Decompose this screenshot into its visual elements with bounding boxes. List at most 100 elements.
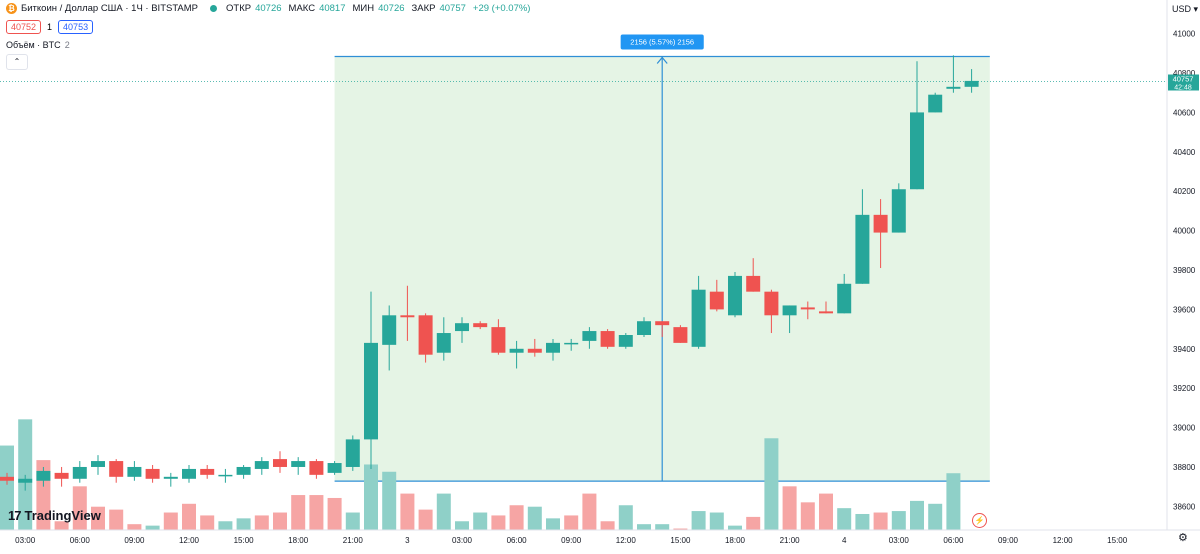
order-panel: 40752 1 40753 (6, 20, 94, 34)
volume-bar (873, 512, 888, 530)
symbol-title[interactable]: Биткоин / Доллар США · 1Ч · BITSTAMP (21, 3, 199, 14)
volume-bar (582, 493, 597, 530)
candle-body (928, 94, 943, 113)
price-tick-label: 40800 (1173, 69, 1196, 78)
volume-count: 2 (64, 40, 70, 50)
volume-bar (800, 502, 815, 530)
candle-body (855, 214, 870, 284)
lightning-icon[interactable]: ⚡ (972, 513, 987, 528)
volume-bar (0, 445, 14, 530)
price-tick-label: 39400 (1173, 345, 1196, 354)
candle-body (309, 461, 324, 475)
candle-body (91, 461, 105, 467)
volume-bar (309, 495, 324, 530)
collapse-legend-button[interactable]: ⌃ (6, 54, 28, 70)
tradingview-logo[interactable]: 17 TradingView (8, 508, 101, 523)
candle-body (345, 439, 360, 467)
sell-price-button[interactable]: 40752 (6, 20, 42, 34)
price-tick-label: 40600 (1173, 108, 1196, 117)
tradingview-wordmark: TradingView (24, 508, 101, 523)
volume-bar (473, 512, 488, 530)
high-value: 40817 (319, 3, 346, 14)
candle-body (400, 315, 415, 318)
volume-legend[interactable]: Объём · BTC 2 (6, 40, 70, 50)
volume-bar (163, 512, 178, 530)
candle-body (182, 468, 196, 479)
volume-bar (655, 524, 670, 530)
candle-body (600, 331, 615, 347)
volume-bar (691, 511, 706, 530)
price-tick-label: 40000 (1173, 227, 1196, 236)
measure-label-bg (620, 34, 704, 50)
currency-selector[interactable]: USD ▾ (1172, 4, 1198, 15)
candle-body (873, 214, 888, 233)
volume-bar (600, 521, 615, 530)
time-tick-label: 21:00 (780, 536, 801, 545)
candle-body (637, 321, 651, 335)
chevron-down-icon: ▾ (1193, 4, 1199, 14)
change-value: +29 (+0.07%) (472, 3, 531, 14)
candle-body (946, 86, 961, 89)
candle-body (709, 291, 724, 310)
price-tick-label: 41000 (1173, 30, 1196, 39)
volume-bar (218, 521, 233, 530)
candle-body (72, 466, 87, 479)
time-tick-label: 03:00 (452, 536, 473, 545)
measure-range: 2156 (5.57%) 2156 (334, 34, 990, 482)
time-tick-label: 21:00 (343, 536, 364, 545)
volume-bar (618, 505, 633, 530)
spread-value: 1 (47, 22, 53, 32)
volume-bar (72, 486, 87, 530)
tradingview-mark-icon: 17 (8, 508, 22, 523)
price-tag-countdown: 42:48 (1174, 85, 1192, 92)
price-tick-label: 38600 (1173, 502, 1196, 511)
time-tick-label: 06:00 (70, 536, 91, 545)
price-tick-label: 39200 (1173, 384, 1196, 393)
volume-bar (200, 515, 215, 530)
volume-bar (127, 524, 142, 530)
time-tick-label: 4 (842, 536, 847, 545)
volume-bar (400, 493, 415, 530)
bitcoin-icon: ₿ (6, 3, 17, 14)
volume-bar (673, 528, 688, 530)
candle-body (163, 476, 178, 479)
price-tick-label: 40200 (1173, 187, 1196, 196)
price-tick-label: 38800 (1173, 463, 1196, 472)
candle-body (364, 342, 378, 440)
volume-bar (891, 511, 906, 530)
volume-bar (418, 509, 433, 530)
market-open-indicator (210, 5, 218, 12)
candle-body (18, 478, 33, 483)
volume-bar (910, 500, 924, 530)
candle-body (36, 470, 51, 481)
candlestick-series (0, 55, 979, 491)
candle-body (691, 289, 706, 347)
candle-body (382, 315, 397, 345)
currency-label: USD (1172, 4, 1192, 14)
volume-bar (764, 438, 779, 530)
symbol-header: ₿ Биткоин / Доллар США · 1Ч · BITSTAMP О… (6, 3, 533, 14)
candle-body (673, 327, 688, 343)
close-label: ЗАКР (411, 3, 436, 14)
low-value: 40726 (378, 3, 405, 14)
gear-icon[interactable]: ⚙ (1178, 532, 1188, 544)
volume-bar (455, 521, 469, 530)
volume-bar (254, 515, 269, 530)
time-tick-label: 18:00 (288, 536, 309, 545)
candle-body (910, 112, 924, 190)
volume-bar (54, 521, 69, 530)
measure-arrow-icon (656, 56, 668, 64)
volume-bar (236, 518, 251, 530)
candle-body (473, 323, 488, 328)
candle-body (291, 461, 306, 467)
volume-bar (382, 471, 397, 530)
volume-bar (709, 512, 724, 530)
open-label: ОТКР (226, 3, 252, 14)
price-tick-label: 39600 (1173, 305, 1196, 314)
volume-bar (782, 486, 797, 530)
buy-price-button[interactable]: 40753 (58, 20, 94, 34)
candle-body (527, 348, 542, 353)
time-tick-label: 06:00 (507, 536, 528, 545)
